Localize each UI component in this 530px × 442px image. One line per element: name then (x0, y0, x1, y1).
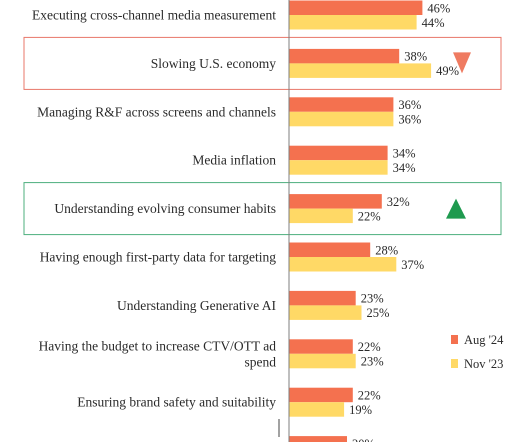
bar-aug24 (289, 48, 400, 64)
value-label: 32% (387, 195, 410, 209)
highlight-box-decline (23, 36, 502, 90)
category-label: Managing R&F across screens and channels (37, 104, 276, 119)
value-label: 25% (367, 306, 390, 320)
bar-aug24 (289, 290, 356, 306)
value-label: 28% (375, 243, 398, 257)
bar-nov23 (289, 160, 388, 175)
bar-nov23 (289, 208, 353, 224)
category-label: Understanding Generative AI (117, 298, 276, 313)
legend: Aug '24 Nov '23 (451, 333, 504, 371)
value-label: 19% (349, 403, 372, 417)
bar-aug24 (289, 387, 353, 403)
value-label: 20% (352, 437, 375, 442)
value-label: 34% (393, 146, 416, 160)
category-label: Having the budget to increase CTV/OTT ad… (39, 338, 277, 369)
category-label: Ensuring brand safety and suitability (77, 395, 276, 410)
value-label: 44% (422, 16, 445, 30)
bar-nov23 (289, 305, 362, 320)
down-triangle-icon (453, 52, 471, 74)
legend-label: Nov '23 (464, 357, 503, 371)
value-label: 22% (358, 388, 381, 402)
value-label: 36% (398, 98, 421, 112)
legend-swatch (451, 335, 458, 344)
value-label: 37% (401, 258, 424, 272)
category-label: Understanding evolving consumer habits (54, 201, 276, 216)
value-label: 49% (436, 64, 459, 78)
category-label: Having enough first-party data for targe… (40, 250, 277, 265)
bar-nov23 (289, 63, 432, 78)
category-label: Executing cross-channel media measuremen… (32, 8, 276, 23)
value-label: 23% (361, 355, 384, 369)
value-label: 22% (358, 340, 381, 354)
bar-aug24 (289, 97, 394, 112)
value-label: 23% (361, 292, 384, 306)
bar-aug24 (289, 339, 353, 354)
bar-aug24 (289, 194, 382, 209)
bar-nov23 (289, 402, 345, 417)
value-label: 36% (398, 113, 421, 127)
bar-nov23 (289, 353, 356, 369)
up-triangle-icon (446, 198, 466, 219)
category-label: Slowing U.S. economy (151, 56, 277, 71)
value-label: 34% (393, 161, 416, 175)
value-label: 46% (427, 1, 450, 15)
bar-aug24 (289, 145, 388, 161)
legend-label: Aug '24 (464, 333, 504, 347)
legend-swatch (451, 359, 458, 368)
highlight-box-increase (23, 182, 502, 236)
bar-nov23 (289, 257, 397, 272)
value-label: 38% (404, 50, 427, 64)
bar-aug24 (289, 0, 423, 15)
bar-nov23 (289, 111, 394, 127)
bar-nov23 (289, 15, 417, 30)
bar-aug24 (289, 436, 347, 442)
bar-aug24 (289, 242, 371, 257)
category-label: Media inflation (192, 153, 276, 168)
value-label: 22% (358, 209, 381, 223)
